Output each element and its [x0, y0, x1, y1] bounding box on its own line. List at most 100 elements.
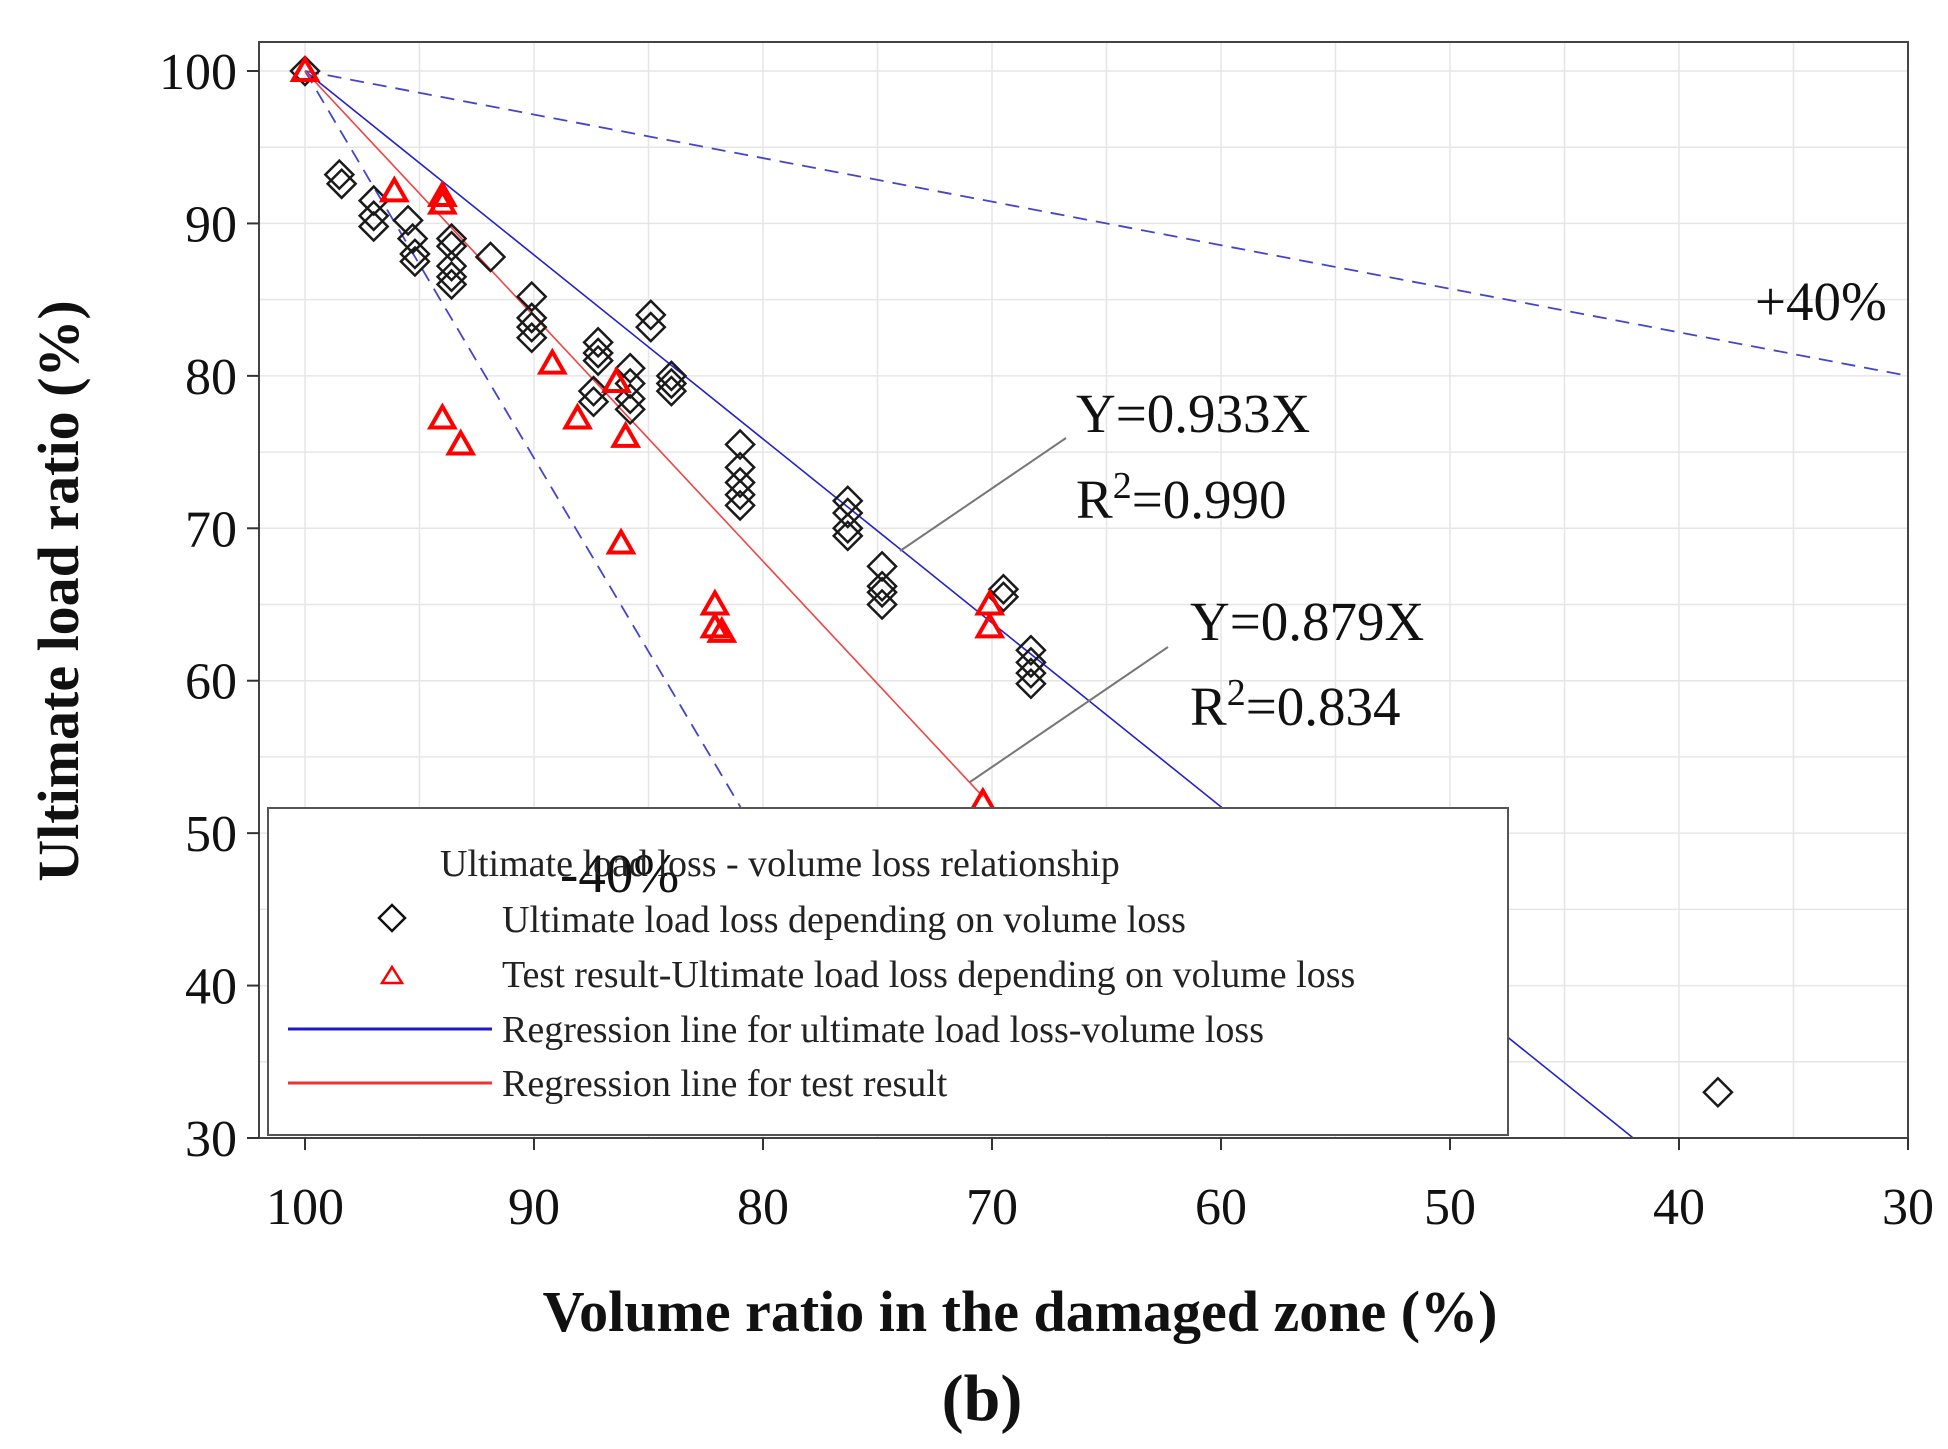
- legend-triangle-marker: [379, 964, 405, 985]
- diamond-marker: [357, 200, 390, 232]
- diamond-marker: [435, 250, 468, 282]
- y-axis-title: Ultimate load ratio (%): [26, 300, 91, 881]
- plus40-label: +40%: [1755, 271, 1887, 332]
- diamond-marker: [582, 337, 614, 369]
- diamond-marker: [1015, 657, 1047, 689]
- diamond-marker: [831, 485, 864, 517]
- x-tick-label: 70: [966, 1179, 1018, 1236]
- legend-label-diamond: Ultimate load loss depending on volume l…: [502, 899, 1186, 941]
- diamond-marker: [577, 386, 610, 418]
- y-tick-label: 40: [185, 959, 237, 1016]
- diamond-marker: [866, 576, 898, 609]
- x-tick-label: 50: [1424, 1179, 1476, 1236]
- plot-frame: [258, 41, 1909, 1139]
- diamond-marker: [866, 550, 898, 583]
- legend: -40% Ultimate load loss - volume loss re…: [267, 807, 1509, 1136]
- red-fit-r2: R2=0.834: [1190, 672, 1400, 737]
- bound-line-2: [304, 70, 1909, 377]
- diamond-marker: [655, 367, 688, 400]
- diamond-marker: [515, 321, 548, 354]
- diamond-marker: [325, 168, 358, 200]
- x-axis-title: Volume ratio in the damaged zone (%): [543, 1279, 1498, 1344]
- triangle-marker: [974, 588, 1006, 616]
- legend-diamond-marker: [377, 903, 407, 933]
- diamond-marker: [399, 238, 431, 270]
- y-tick-label: 90: [185, 196, 237, 253]
- y-tick-label: 80: [185, 349, 237, 406]
- triangle-marker: [600, 365, 632, 393]
- triangle-marker: [445, 428, 477, 456]
- diamond-marker: [987, 573, 1020, 606]
- diamond-marker: [435, 230, 468, 263]
- diamond-marker: [1015, 667, 1047, 700]
- diamond-marker: [635, 299, 667, 331]
- diamond-marker: [866, 570, 898, 602]
- legend-label-triangle: Test result-Ultimate load loss depending…: [502, 954, 1355, 996]
- diamond-marker: [724, 466, 756, 499]
- blue-fit-r-value: =0.990: [1132, 469, 1287, 530]
- diamond-marker: [289, 55, 321, 87]
- legend-title: Ultimate load loss - volume loss relatio…: [440, 843, 1120, 885]
- x-tick-label: 30: [1882, 1179, 1934, 1236]
- bound-lines: [304, 70, 1909, 811]
- diamond-marker: [1015, 634, 1047, 666]
- diamond-marker: [614, 393, 646, 426]
- blue-fit-r-superscript: 2: [1113, 465, 1132, 507]
- diamond-marker: [435, 261, 468, 293]
- diamond-marker: [323, 158, 356, 191]
- red-fit-r-superscript: 2: [1227, 672, 1246, 714]
- diamond-marker: [724, 478, 756, 511]
- regression-line-1: [304, 70, 984, 798]
- panel-label: (b): [942, 1362, 1023, 1435]
- legend-label-blue-line: Regression line for ultimate load loss-v…: [502, 1009, 1264, 1051]
- triangle-marker: [378, 175, 410, 203]
- diamond-marker: [655, 375, 688, 407]
- diamond-marker: [831, 520, 864, 552]
- diamond-marker: [1015, 646, 1047, 679]
- legend-box: [267, 807, 1509, 1136]
- blue-fit-r-prefix: R: [1076, 469, 1113, 530]
- y-tick-label: 60: [185, 654, 237, 711]
- diamond-marker: [582, 344, 614, 377]
- triangle-marker: [426, 402, 458, 430]
- blue-fit-equation: Y=0.933X: [1076, 383, 1310, 444]
- triangle-marker: [605, 527, 637, 555]
- diamond-marker: [635, 311, 667, 343]
- diamond-marker: [655, 360, 688, 392]
- diamond-marker: [614, 352, 646, 385]
- y-tick-label: 100: [159, 44, 237, 101]
- diamond-marker: [724, 428, 756, 461]
- y-tick-label: 30: [185, 1111, 237, 1168]
- minus40-label: -40%: [560, 843, 679, 904]
- diamond-marker: [1702, 1076, 1734, 1109]
- triangle-marker: [536, 347, 568, 375]
- series-triangle-markers: [289, 54, 1006, 814]
- x-tick-label: 90: [508, 1179, 560, 1236]
- y-tick-label: 70: [185, 501, 237, 558]
- triangle-marker: [426, 187, 458, 215]
- diamond-marker: [987, 581, 1020, 613]
- diamond-marker: [515, 280, 548, 313]
- x-tick-label: 100: [266, 1179, 344, 1236]
- x-axis-ticks: 100 90 80 70 60 50 40 30: [266, 1138, 1934, 1236]
- diamond-marker: [866, 588, 898, 621]
- y-axis-ticks: 100 90 80 70 60 50 40 30: [159, 44, 259, 1168]
- diamond-marker: [474, 241, 507, 273]
- blue-fit-callout-line: [899, 437, 1067, 552]
- y-tick-label: 50: [185, 806, 237, 863]
- diamond-marker: [396, 222, 429, 255]
- diamond-marker: [435, 268, 468, 301]
- x-tick-label: 40: [1653, 1179, 1705, 1236]
- diamond-marker: [582, 326, 614, 359]
- diamond-marker: [515, 311, 548, 343]
- red-fit-equation: Y=0.879X: [1190, 591, 1424, 652]
- triangle-marker: [974, 611, 1006, 639]
- triangle-marker: [289, 54, 321, 82]
- bound-line-3: [304, 70, 744, 811]
- x-tick-label: 60: [1195, 1179, 1247, 1236]
- diamond-marker: [724, 489, 756, 522]
- x-tick-label: 80: [737, 1179, 789, 1236]
- diamond-marker: [577, 375, 610, 407]
- diamond-marker: [392, 204, 424, 237]
